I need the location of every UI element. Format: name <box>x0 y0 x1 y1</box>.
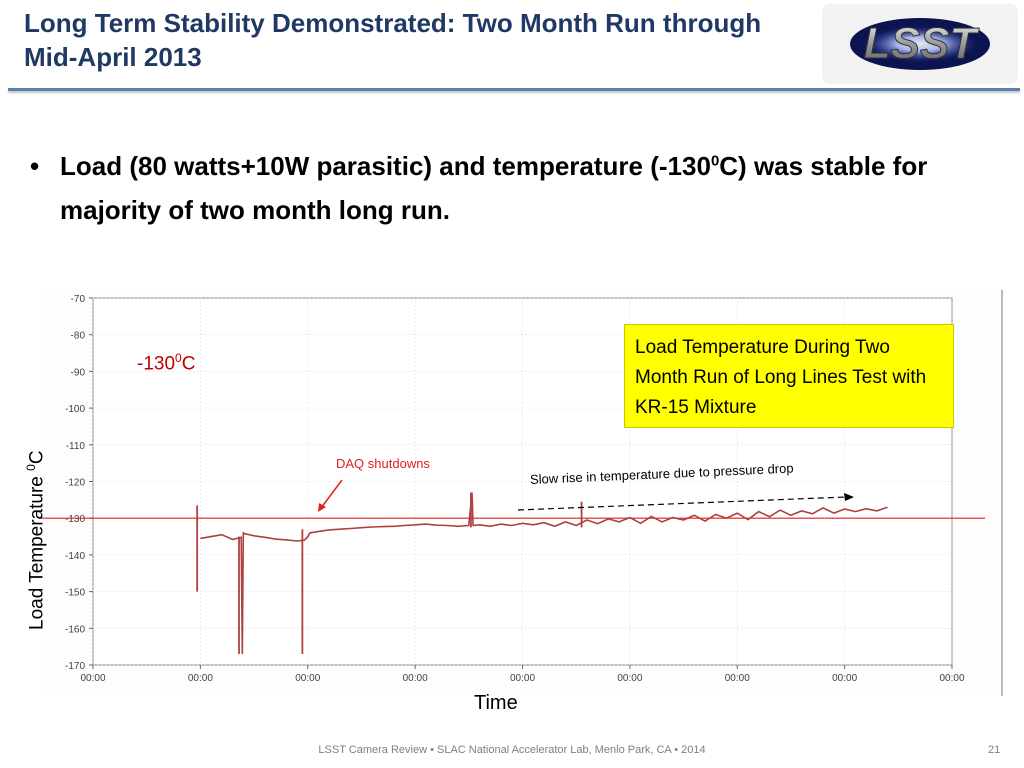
y-tick-label: -140 <box>65 551 85 562</box>
y-tick-label: -120 <box>65 478 85 489</box>
y-tick-label: -70 <box>71 294 86 305</box>
page-number: 21 <box>988 744 1001 756</box>
y-axis-title-unit: C <box>26 450 48 465</box>
x-tick-label: 00:00 <box>403 673 428 684</box>
x-tick-label: 00:00 <box>617 673 642 684</box>
reference-temperature-label: -1300C <box>137 351 195 375</box>
reference-label-unit: C <box>181 353 196 375</box>
y-axis-title-main: Load Temperature <box>26 470 48 630</box>
lsst-logo: LSST <box>822 4 1018 84</box>
daq-shutdowns-label: DAQ shutdowns <box>336 456 430 471</box>
title-divider <box>8 88 1020 91</box>
x-axis-title: Time <box>474 692 518 714</box>
bullet-text-part2: C) was stable for majority of two month … <box>60 151 928 225</box>
y-tick-label: -130 <box>65 514 85 525</box>
y-tick-label: -150 <box>65 588 85 599</box>
bullet-text-superscript: 0 <box>710 152 720 170</box>
daq-arrow-line <box>320 479 343 509</box>
y-tick-label: -160 <box>65 624 85 635</box>
slow-rise-arrow-head <box>844 493 854 501</box>
reference-label-main: -130 <box>137 353 176 375</box>
daq-arrow-head <box>318 503 326 512</box>
y-tick-label: -110 <box>66 441 86 452</box>
slide-title: Long Term Stability Demonstrated: Two Mo… <box>24 8 762 72</box>
x-tick-label: 00:00 <box>80 673 105 684</box>
bullet-text-part1: Load (80 watts+10W parasitic) and temper… <box>60 151 711 181</box>
slide-footer: LSST Camera Review • SLAC National Accel… <box>318 744 706 756</box>
x-tick-label: 00:00 <box>939 673 964 684</box>
temperature-series-line <box>200 492 888 655</box>
x-tick-label: 00:00 <box>725 673 750 684</box>
x-tick-label: 00:00 <box>188 673 213 684</box>
y-axis-title-sup: 0 <box>24 464 38 471</box>
bullet-marker: • <box>30 151 40 181</box>
y-axis-title: Load Temperature 0C <box>24 390 52 630</box>
y-tick-label: -90 <box>71 367 86 378</box>
bullet-text: Load (80 watts+10W parasitic) and temper… <box>60 144 960 232</box>
logo-text: LSST <box>864 19 980 68</box>
y-tick-label: -100 <box>65 404 85 415</box>
x-tick-label: 00:00 <box>510 673 535 684</box>
y-tick-label: -80 <box>71 331 86 342</box>
reference-label-sup: 0 <box>175 351 182 365</box>
slow-rise-arrow-line <box>517 496 847 511</box>
x-tick-label: 00:00 <box>832 673 857 684</box>
chart-callout-box: Load Temperature During Two Month Run of… <box>624 324 954 428</box>
y-tick-label: -170 <box>65 661 85 672</box>
x-tick-label: 00:00 <box>295 673 320 684</box>
